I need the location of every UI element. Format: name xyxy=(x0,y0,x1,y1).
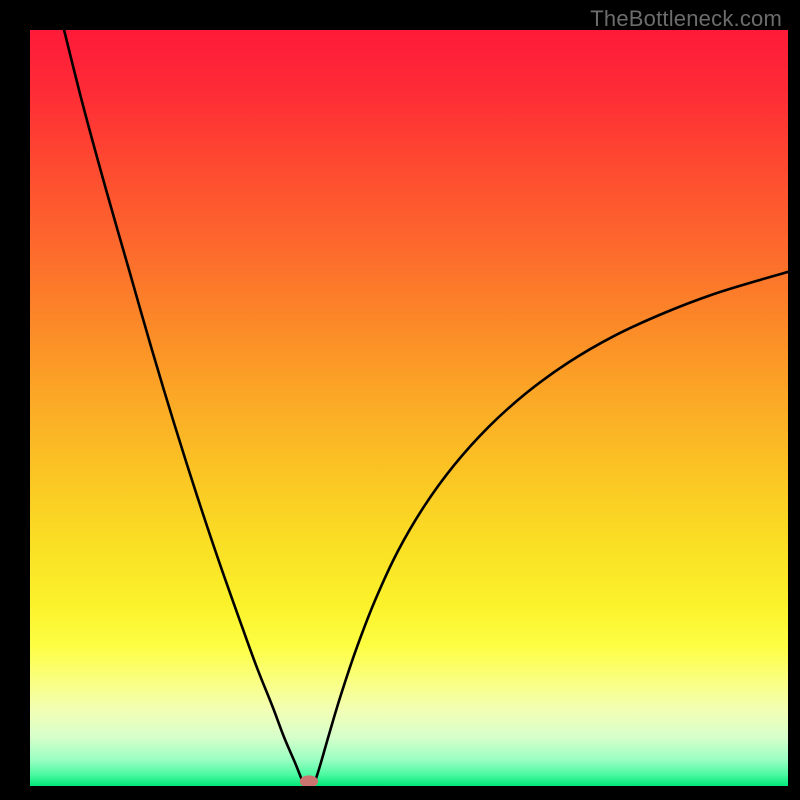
chart-frame: TheBottleneck.com xyxy=(0,0,800,800)
chart-background xyxy=(30,30,788,786)
bottleneck-chart xyxy=(30,30,788,786)
watermark-text: TheBottleneck.com xyxy=(590,6,782,32)
